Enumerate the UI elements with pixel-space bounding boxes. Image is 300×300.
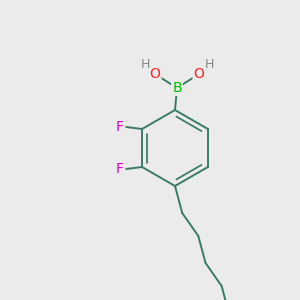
Text: O: O [150, 67, 160, 81]
Text: B: B [172, 81, 182, 95]
Text: H: H [140, 58, 150, 70]
Text: F: F [116, 120, 124, 134]
Text: O: O [194, 67, 204, 81]
Text: F: F [116, 162, 124, 176]
Text: H: H [204, 58, 214, 70]
